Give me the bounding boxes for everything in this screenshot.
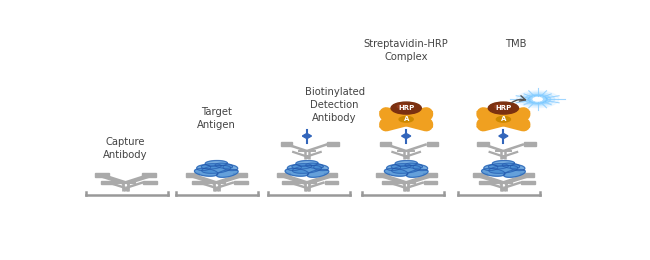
Polygon shape (287, 165, 302, 171)
FancyBboxPatch shape (234, 180, 248, 184)
Polygon shape (292, 165, 322, 173)
Polygon shape (314, 165, 328, 171)
Polygon shape (391, 164, 411, 169)
Polygon shape (499, 133, 508, 139)
FancyBboxPatch shape (276, 173, 290, 178)
Polygon shape (489, 165, 518, 173)
FancyBboxPatch shape (281, 142, 292, 146)
Polygon shape (502, 163, 520, 168)
Text: A: A (500, 116, 506, 122)
Text: Streptavidin-HRP
Complex: Streptavidin-HRP Complex (364, 39, 448, 62)
FancyBboxPatch shape (382, 180, 395, 184)
Text: Capture
Antibody: Capture Antibody (103, 137, 148, 160)
FancyBboxPatch shape (186, 173, 200, 178)
Circle shape (488, 102, 519, 114)
Polygon shape (302, 133, 311, 139)
Circle shape (533, 98, 542, 101)
Polygon shape (519, 123, 530, 127)
Circle shape (525, 94, 551, 105)
FancyBboxPatch shape (233, 173, 246, 178)
Polygon shape (384, 168, 408, 176)
FancyBboxPatch shape (426, 142, 438, 146)
Text: HRP: HRP (398, 105, 414, 111)
FancyBboxPatch shape (520, 173, 534, 178)
Polygon shape (306, 163, 323, 168)
FancyBboxPatch shape (380, 142, 391, 146)
Circle shape (391, 102, 421, 114)
FancyBboxPatch shape (473, 173, 487, 178)
FancyBboxPatch shape (95, 173, 109, 178)
Circle shape (517, 91, 559, 108)
Circle shape (497, 116, 510, 122)
Polygon shape (216, 169, 238, 177)
FancyBboxPatch shape (424, 180, 437, 184)
Text: HRP: HRP (495, 105, 512, 111)
Polygon shape (395, 160, 417, 166)
Polygon shape (488, 164, 508, 169)
Polygon shape (402, 133, 411, 139)
Polygon shape (292, 164, 312, 169)
Text: TMB: TMB (505, 39, 526, 49)
Circle shape (528, 95, 547, 103)
Circle shape (399, 116, 413, 122)
Circle shape (397, 105, 407, 108)
FancyBboxPatch shape (143, 180, 157, 184)
FancyBboxPatch shape (479, 180, 493, 184)
Polygon shape (392, 165, 421, 173)
FancyBboxPatch shape (324, 173, 337, 178)
Polygon shape (194, 168, 218, 176)
Polygon shape (422, 112, 433, 116)
Polygon shape (413, 165, 428, 171)
Polygon shape (205, 160, 228, 166)
FancyBboxPatch shape (324, 180, 338, 184)
Polygon shape (197, 165, 211, 171)
Text: Biotinylated
Detection
Antibody: Biotinylated Detection Antibody (305, 87, 365, 123)
Polygon shape (296, 160, 318, 166)
Polygon shape (380, 112, 390, 116)
Polygon shape (477, 123, 488, 127)
Polygon shape (482, 168, 505, 176)
Circle shape (494, 105, 504, 108)
Polygon shape (307, 169, 329, 177)
Polygon shape (380, 123, 390, 127)
Polygon shape (510, 165, 525, 171)
Polygon shape (405, 163, 422, 168)
FancyBboxPatch shape (142, 173, 156, 178)
FancyBboxPatch shape (524, 142, 536, 146)
FancyBboxPatch shape (477, 142, 489, 146)
Polygon shape (215, 163, 233, 168)
Polygon shape (519, 112, 530, 116)
Polygon shape (504, 169, 525, 177)
Circle shape (530, 96, 545, 102)
FancyBboxPatch shape (101, 180, 114, 184)
Circle shape (531, 97, 544, 102)
Polygon shape (492, 160, 514, 166)
FancyBboxPatch shape (328, 142, 339, 146)
FancyBboxPatch shape (376, 173, 389, 178)
Polygon shape (477, 112, 488, 116)
Polygon shape (285, 168, 309, 176)
Polygon shape (422, 123, 433, 127)
Polygon shape (202, 165, 231, 173)
Text: A: A (404, 116, 409, 122)
Text: Target
Antigen: Target Antigen (197, 107, 236, 130)
FancyBboxPatch shape (423, 173, 437, 178)
Polygon shape (387, 165, 400, 171)
Polygon shape (406, 169, 428, 177)
Polygon shape (223, 165, 238, 171)
Polygon shape (484, 165, 498, 171)
FancyBboxPatch shape (283, 180, 296, 184)
FancyBboxPatch shape (192, 180, 205, 184)
Polygon shape (202, 164, 221, 169)
Circle shape (521, 93, 555, 106)
FancyBboxPatch shape (521, 180, 535, 184)
